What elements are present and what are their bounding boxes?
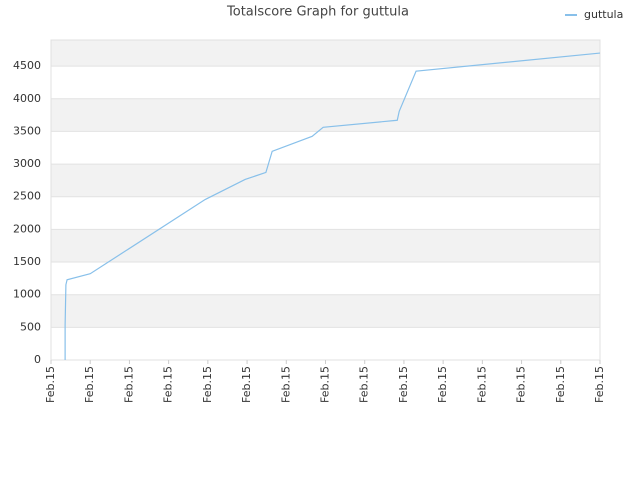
y-tick-label: 0 bbox=[34, 353, 41, 366]
x-tick-label: Feb.15 bbox=[397, 366, 410, 403]
grid-band bbox=[51, 40, 600, 67]
grid-band bbox=[51, 262, 600, 295]
grid-band bbox=[51, 196, 600, 230]
grid-band bbox=[51, 131, 600, 165]
y-tick-label: 4000 bbox=[13, 92, 41, 105]
grid-band bbox=[51, 164, 600, 197]
x-tick-label: Feb.15 bbox=[279, 366, 292, 403]
x-tick-label: Feb.15 bbox=[554, 366, 567, 403]
x-tick-label: Feb.15 bbox=[201, 366, 214, 403]
x-tick-label: Feb.15 bbox=[475, 366, 488, 403]
x-tick-label: Feb.15 bbox=[436, 366, 449, 403]
y-tick-label: 3500 bbox=[13, 124, 41, 137]
x-tick-label: Feb.15 bbox=[593, 366, 606, 403]
grid-band bbox=[51, 327, 600, 360]
grid-band bbox=[51, 229, 600, 263]
grid-band bbox=[51, 66, 600, 99]
x-tick-label: Feb.15 bbox=[44, 366, 57, 403]
y-tick-label: 1000 bbox=[13, 288, 41, 301]
y-tick-label: 1500 bbox=[13, 255, 41, 268]
x-tick-label: Feb.15 bbox=[358, 366, 371, 403]
y-tick-label: 2500 bbox=[13, 190, 41, 203]
series-line bbox=[64, 52, 601, 360]
x-tick-label: Feb.15 bbox=[319, 366, 332, 403]
x-tick-label: Feb.15 bbox=[240, 366, 253, 403]
x-tick-label: Feb.15 bbox=[122, 366, 135, 403]
grid-band bbox=[51, 98, 600, 132]
chart-title: Totalscore Graph for guttula bbox=[226, 5, 409, 20]
y-tick-label: 2000 bbox=[13, 222, 41, 235]
y-tick-label: 4500 bbox=[13, 59, 41, 72]
x-tick-label: Feb.15 bbox=[162, 366, 175, 403]
x-tick-label: Feb.15 bbox=[83, 366, 96, 403]
legend-label: guttula bbox=[584, 8, 623, 21]
grid-band bbox=[51, 294, 600, 328]
y-tick-label: 3000 bbox=[13, 157, 41, 170]
y-tick-label: 500 bbox=[20, 320, 41, 333]
x-tick-label: Feb.15 bbox=[515, 366, 528, 403]
